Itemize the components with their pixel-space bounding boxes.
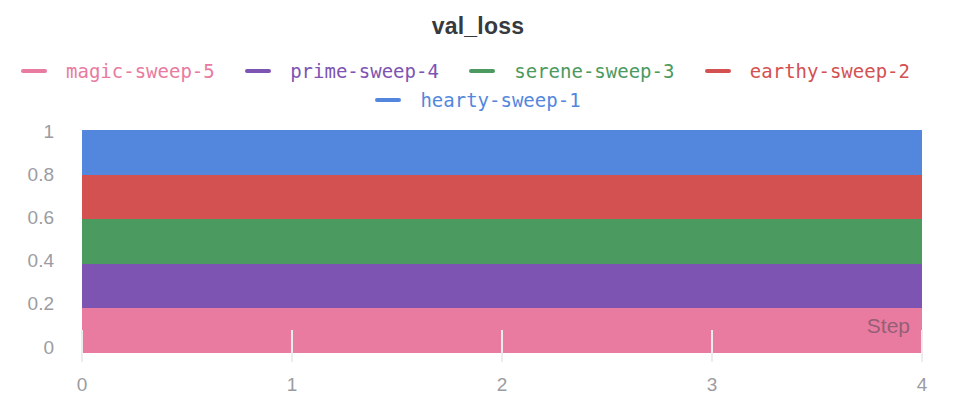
legend-label: serene-sweep-3 <box>514 60 674 82</box>
legend-item-hearty-sweep-1[interactable]: hearty-sweep-1 <box>375 89 580 111</box>
y-tick-label: 1 <box>0 122 54 142</box>
x-tick-mark <box>81 330 83 362</box>
x-axis-title: Step <box>867 314 910 338</box>
x-tick-label: 3 <box>682 374 742 396</box>
y-tick-label: 0.8 <box>0 165 54 185</box>
chart-title: val_loss <box>0 13 956 40</box>
legend-item-prime-sweep-4[interactable]: prime-sweep-4 <box>245 60 439 82</box>
y-tick-label: 0.6 <box>0 208 54 228</box>
legend-dash-icon <box>245 69 271 73</box>
legend-label: earthy-sweep-2 <box>750 60 910 82</box>
x-tick-mark <box>501 330 503 362</box>
x-tick-mark <box>291 330 293 362</box>
x-tick-mark <box>711 330 713 362</box>
y-tick-label: 0.4 <box>0 251 54 271</box>
legend-dash-icon <box>375 98 401 102</box>
x-tick-label: 2 <box>472 374 532 396</box>
x-tick-label: 1 <box>262 374 322 396</box>
plot-area[interactable]: Step <box>82 130 922 353</box>
run-line-prime-sweep-4 <box>82 264 922 309</box>
run-line-hearty-sweep-1 <box>82 130 922 175</box>
legend-item-serene-sweep-3[interactable]: serene-sweep-3 <box>469 60 674 82</box>
legend-label: magic-sweep-5 <box>66 60 215 82</box>
legend-dash-icon <box>705 69 731 73</box>
legend-row-2: hearty-sweep-1 <box>0 87 956 113</box>
y-tick-label: 0 <box>0 338 54 358</box>
legend-label: hearty-sweep-1 <box>420 89 580 111</box>
legend-label: prime-sweep-4 <box>290 60 439 82</box>
run-line-serene-sweep-3 <box>82 219 922 264</box>
legend-item-magic-sweep-5[interactable]: magic-sweep-5 <box>21 60 215 82</box>
legend-dash-icon <box>469 69 495 73</box>
chart-panel: val_loss magic-sweep-5 prime-sweep-4 seren… <box>0 0 956 420</box>
legend-row-1: magic-sweep-5 prime-sweep-4 serene-sweep-3… <box>0 58 956 84</box>
legend-item-earthy-sweep-2[interactable]: earthy-sweep-2 <box>705 60 910 82</box>
legend-dash-icon <box>21 69 47 73</box>
x-tick-label: 0 <box>52 374 112 396</box>
x-tick-mark <box>921 330 923 362</box>
run-line-earthy-sweep-2 <box>82 175 922 220</box>
y-tick-label: 0.2 <box>0 294 54 314</box>
x-tick-label: 4 <box>892 374 952 396</box>
